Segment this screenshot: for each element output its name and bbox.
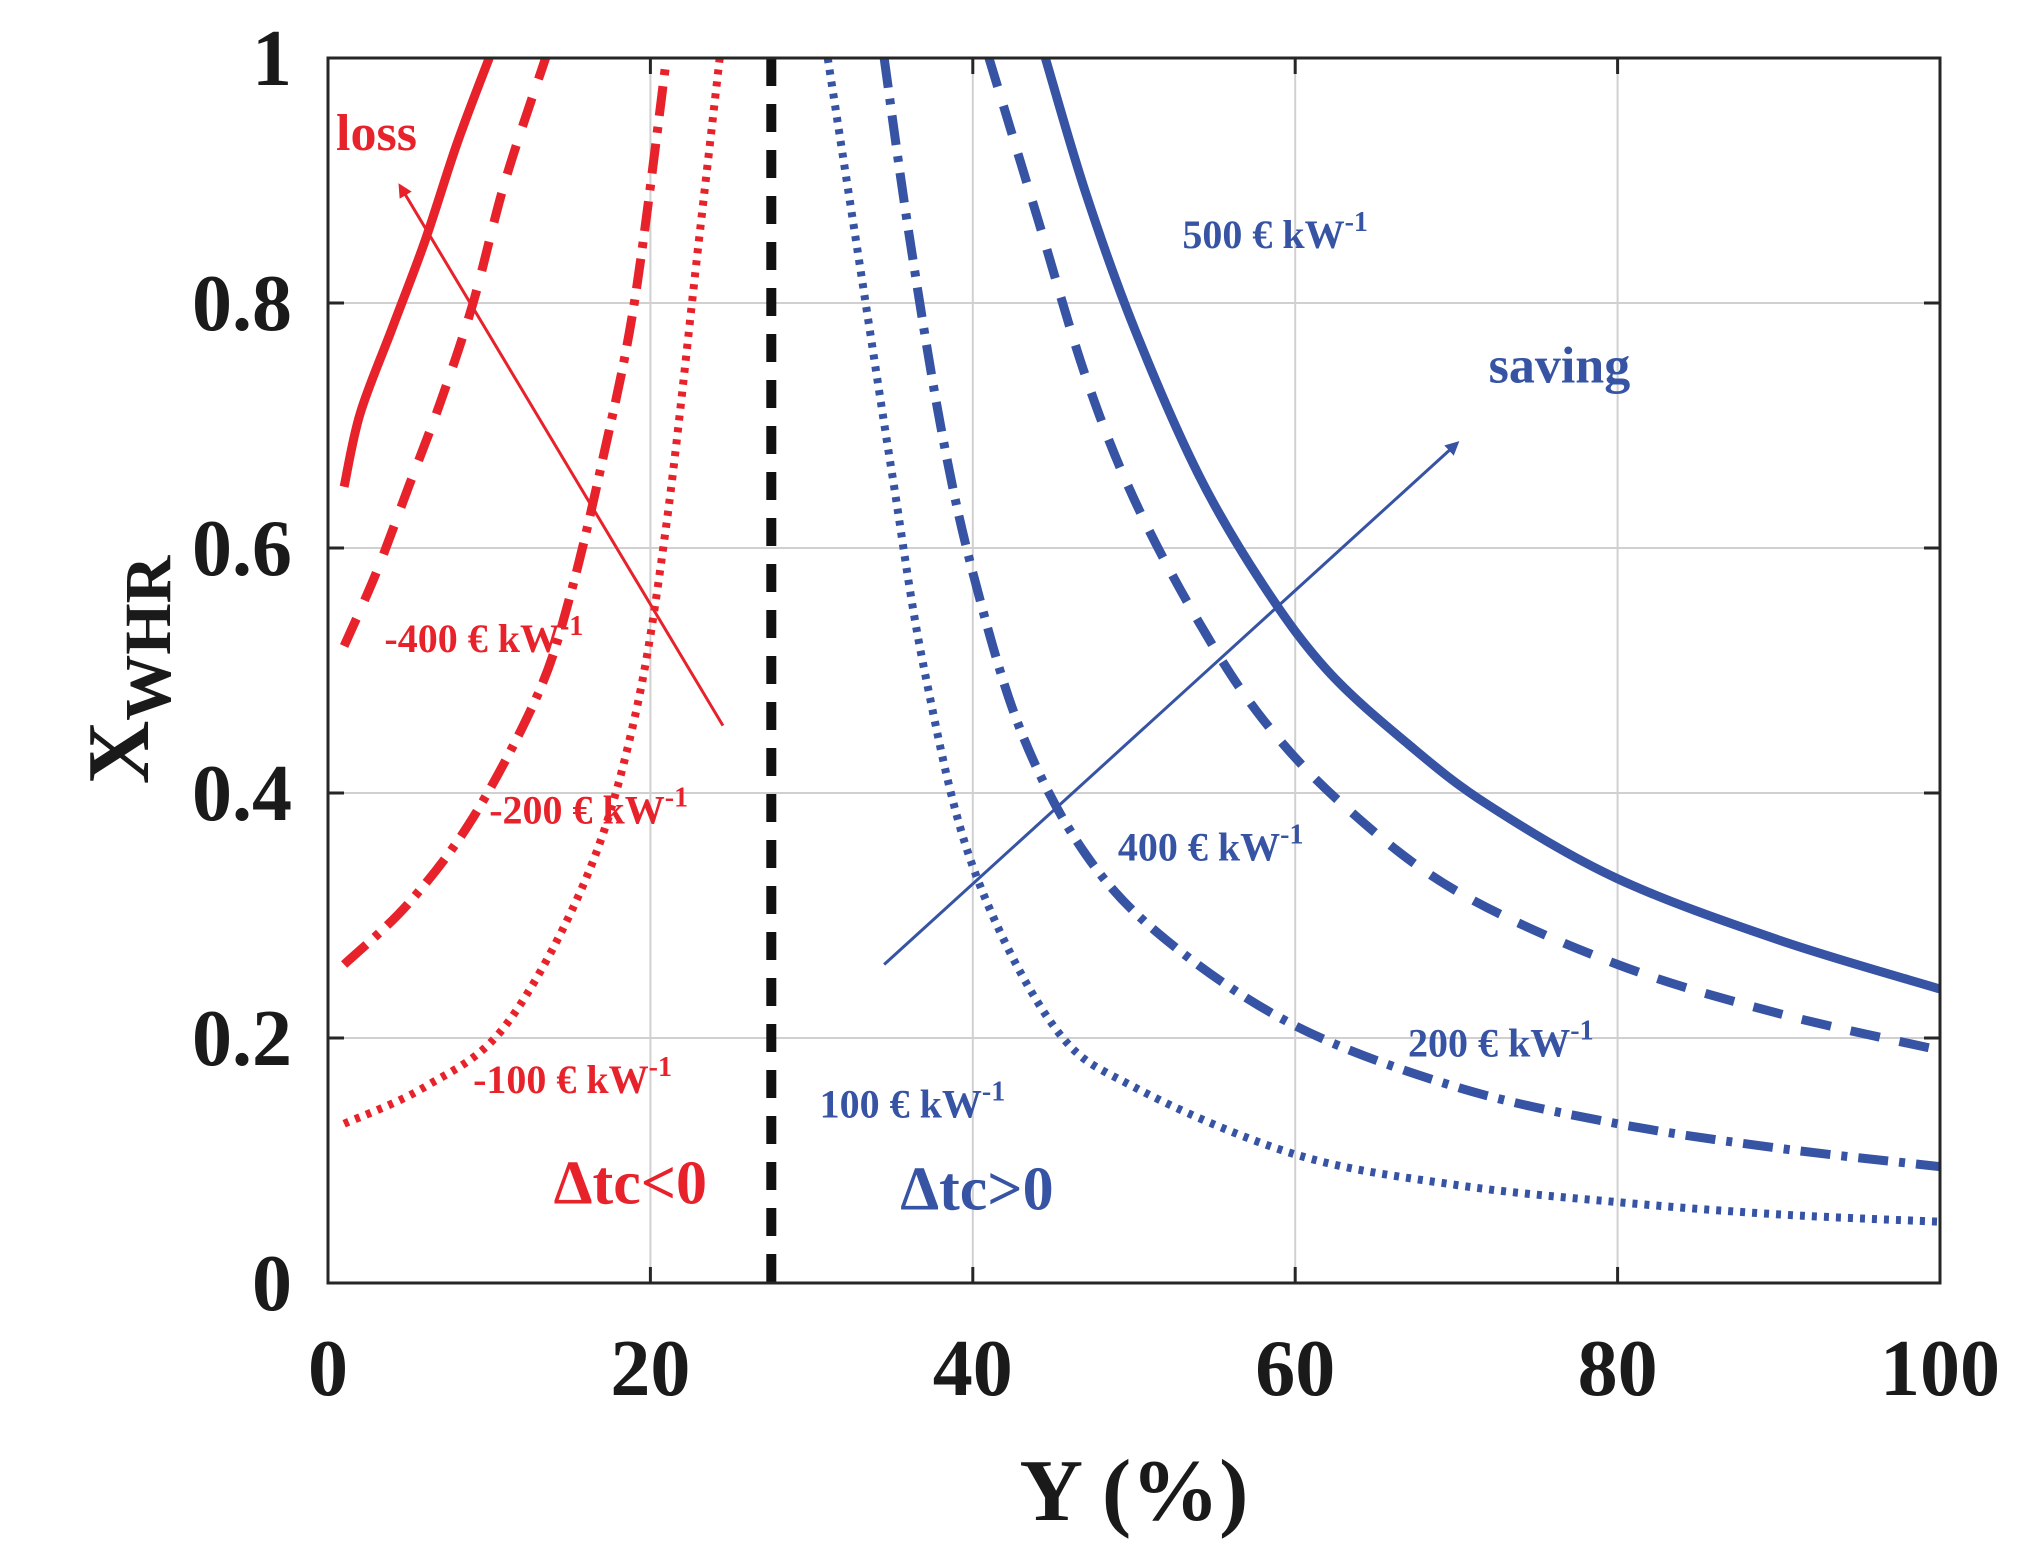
y-tick-label: 0.4	[192, 750, 292, 838]
grid	[328, 58, 1940, 1283]
annotation-dtneg: Δtc<0	[554, 1149, 707, 1217]
annotation-p100: 100 € kW-1	[820, 1077, 1006, 1127]
annotation-saving: saving	[1489, 338, 1631, 395]
y-tick-label: 0.6	[192, 505, 292, 593]
annotation-dtpos: Δtc>0	[900, 1156, 1053, 1224]
y-axis-title: XWHR	[71, 554, 185, 784]
series-line-loss-solid	[339, 58, 494, 488]
annotation-superscript: -1	[982, 1077, 1005, 1108]
annotation-text: -200 € kW	[489, 788, 665, 833]
series-line-saving-solid	[1041, 58, 1940, 994]
annotation-p500: 500 € kW-1	[1182, 207, 1368, 257]
x-tick-label: 20	[610, 1325, 690, 1413]
annotation-text: 100 € kW	[820, 1082, 982, 1127]
annotation-superscript: -1	[665, 783, 688, 814]
annotation-m400: -400 € kW-1	[384, 611, 583, 661]
annotation-text: 200 € kW	[1408, 1020, 1570, 1065]
y-tick-label: 0	[252, 1240, 292, 1328]
annotation-superscript: -1	[649, 1052, 672, 1083]
arrow-layer	[398, 183, 1460, 966]
series-line-saving-dotted	[823, 58, 1940, 1226]
series-line-saving-dashed	[984, 58, 1940, 1055]
x-tick-label: 80	[1578, 1325, 1658, 1413]
x-axis-title: Y (%)	[1020, 1443, 1249, 1540]
annotation-p400: 400 € kW-1	[1118, 819, 1304, 869]
x-tick-labels: 0 20 40 60 80 100	[308, 1325, 2000, 1413]
y-tick-labels: 0 0.2 0.4 0.6 0.8 1	[192, 15, 292, 1328]
tick-marks	[326, 56, 1942, 1285]
trend-arrow-saving	[883, 441, 1460, 966]
plot-frame	[326, 56, 1942, 1285]
annotation-m100: -100 € kW-1	[473, 1052, 672, 1102]
annotation-text: Δtc<0	[554, 1149, 707, 1217]
annotation-text: -400 € kW	[384, 616, 560, 661]
series-layer	[339, 58, 1940, 1283]
annotation-text: 400 € kW	[1118, 824, 1280, 869]
annotation-text: Δtc>0	[900, 1156, 1053, 1224]
y-axis-title-sub: WHR	[112, 554, 185, 720]
annotation-superscript: -1	[1570, 1015, 1593, 1046]
annotation-p200: 200 € kW-1	[1408, 1015, 1594, 1065]
x-tick-label: 100	[1880, 1325, 2000, 1413]
annotation-m200: -200 € kW-1	[489, 783, 688, 833]
y-tick-label: 0.2	[192, 995, 292, 1083]
y-axis-title-main: X	[71, 721, 168, 785]
x-tick-label: 0	[308, 1325, 348, 1413]
trend-arrow-loss	[398, 183, 725, 727]
series-line-loss-dashdot	[341, 58, 671, 968]
y-tick-label: 0.8	[192, 260, 292, 348]
annotation-superscript: -1	[560, 611, 583, 642]
annotation-text: 500 € kW	[1182, 212, 1344, 257]
series-line-loss-dotted	[342, 58, 724, 1128]
x-tick-label: 60	[1255, 1325, 1335, 1413]
y-tick-label: 1	[252, 15, 292, 103]
annotation-text: -100 € kW	[473, 1057, 649, 1102]
annotation-text: saving	[1489, 338, 1631, 395]
annotation-loss: loss	[336, 105, 417, 162]
annotation-text: loss	[336, 105, 417, 162]
annotation-superscript: -1	[1280, 819, 1303, 850]
x-tick-label: 40	[933, 1325, 1013, 1413]
series-line-saving-dashdot	[879, 58, 1940, 1172]
annotation-superscript: -1	[1345, 207, 1368, 238]
annotation-layer: loss-400 € kW-1-200 € kW-1-100 € kW-1Δtc…	[336, 105, 1630, 1224]
